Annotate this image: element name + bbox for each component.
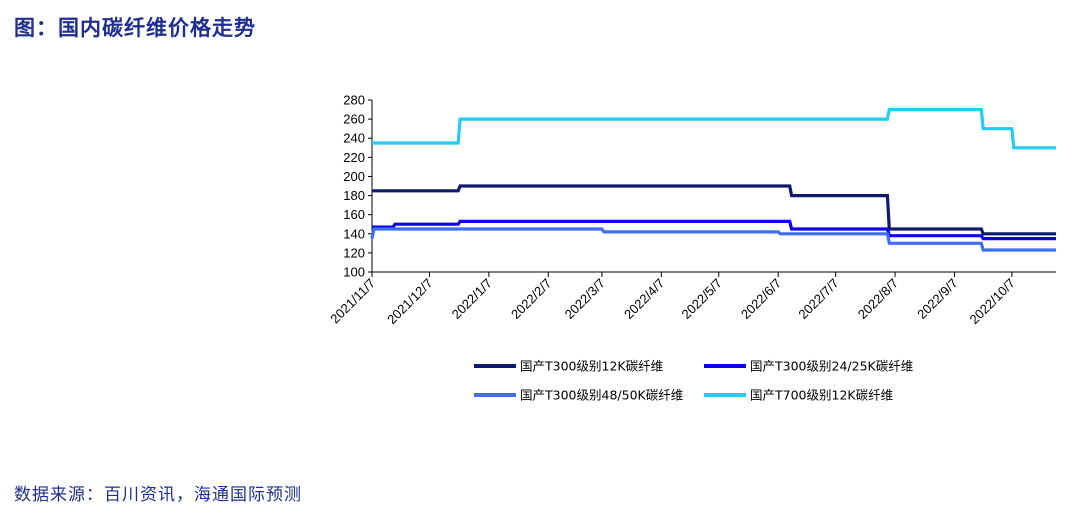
y-tick-label: 220 [343,150,365,165]
x-tick-label: 2022/6/7 [738,276,784,322]
y-tick-label: 180 [343,188,365,203]
chart-title: 图：国内碳纤维价格走势 [14,16,256,40]
x-tick-label: 2022/3/7 [562,276,608,322]
x-tick-label: 2022/7/7 [795,276,841,322]
series-line-2 [372,219,1056,241]
y-tick-label: 140 [343,226,365,241]
x-tick-label: 2021/11/7 [327,276,378,327]
y-tick-label: 160 [343,207,365,222]
series-line-4 [372,107,1056,150]
x-tick-label: 2022/10/7 [967,276,1019,328]
y-tick-label: 120 [343,245,365,260]
y-tick-label: 200 [343,169,365,184]
series-line-3 [370,227,1056,252]
y-tick-label: 260 [343,112,365,127]
x-tick-label: 2022/9/7 [914,276,960,322]
y-tick-label: 240 [343,131,365,146]
y-tick-label: 280 [343,93,365,108]
x-tick-label: 2022/2/7 [508,276,554,322]
x-tick-label: 2022/8/7 [855,276,901,322]
x-tick-label: 2022/1/7 [449,276,495,322]
legend-label-2: 国产T300级别24/25K碳纤维 [750,359,913,374]
legend-label-1: 国产T300级别12K碳纤维 [520,359,663,374]
y-tick-label: 100 [343,265,365,280]
legend-label-3: 国产T300级别48/50K碳纤维 [520,388,683,403]
chart-legend: 国产T300级别12K碳纤维 国产T300级别24/25K碳纤维国产T300级别4… [474,359,913,403]
x-tick-label: 2022/5/7 [679,276,725,322]
x-tick-label: 2021/12/7 [384,276,436,328]
legend-label-4: 国产T700级别12K碳纤维 [750,388,893,403]
chart-series [370,107,1056,252]
data-source-note: 数据来源：百川资讯，海通国际预测 [14,485,302,505]
series-line-1 [372,184,1056,236]
x-tick-label: 2022/4/7 [621,276,667,322]
